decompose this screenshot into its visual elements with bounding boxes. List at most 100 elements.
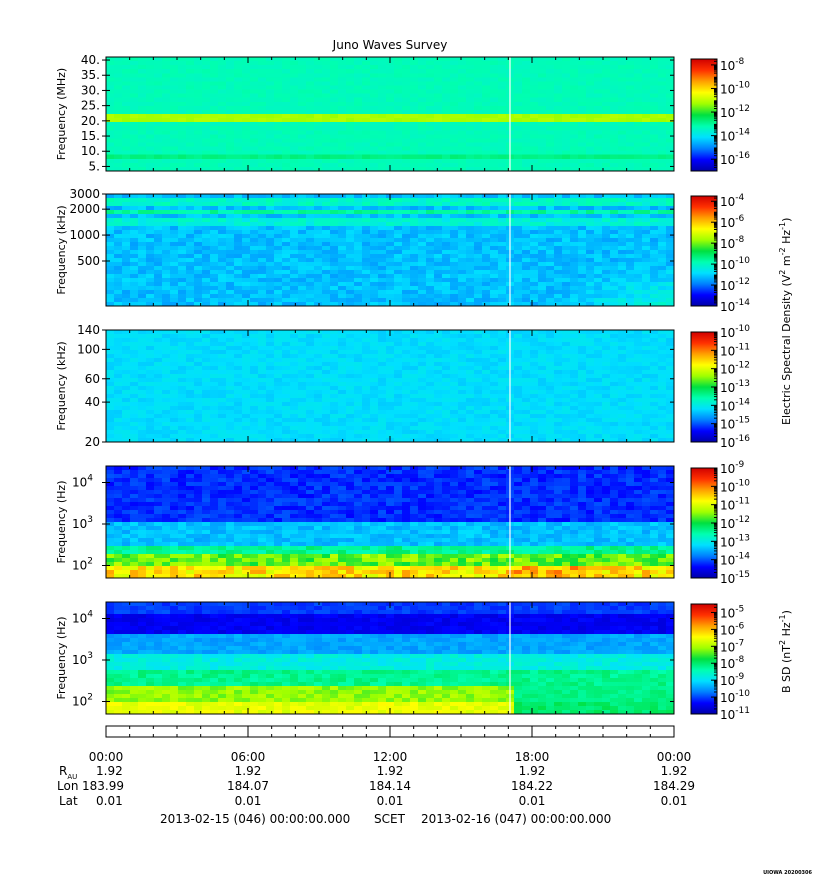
spectrogram-cell xyxy=(138,378,147,383)
spectrogram-cell xyxy=(666,81,675,87)
spectrogram-cell xyxy=(330,206,339,211)
spectrogram-cell xyxy=(154,266,163,271)
spectrogram-cell xyxy=(458,77,467,83)
spectrogram-cell xyxy=(426,362,435,367)
spectrogram-cell xyxy=(154,262,163,267)
spectrogram-cell xyxy=(434,234,443,239)
spectrogram-cell xyxy=(458,350,467,355)
spectrogram-cell xyxy=(186,81,195,87)
spectrogram-cell xyxy=(554,214,563,219)
spectrogram-cell xyxy=(338,210,347,215)
spectrogram-cell xyxy=(426,222,435,227)
spectrogram-cell xyxy=(378,226,387,231)
spectrogram-cell xyxy=(618,222,627,227)
spectrogram-cell xyxy=(370,270,379,275)
spectrogram-cell xyxy=(282,242,291,247)
spectrogram-cell xyxy=(338,109,347,115)
spectrogram-cell xyxy=(410,150,419,156)
spectrogram-cell xyxy=(642,366,651,371)
spectrogram-cell xyxy=(298,266,307,271)
spectrogram-cell xyxy=(490,254,499,259)
spectrogram-cell xyxy=(634,122,643,127)
spectrogram-cell xyxy=(130,274,139,279)
spectrogram-cell xyxy=(346,330,355,335)
spectrogram-cell xyxy=(186,258,195,263)
spectrogram-cell xyxy=(586,93,595,99)
spectrogram-cell xyxy=(570,93,579,99)
spectrogram-cell xyxy=(626,134,635,140)
spectrogram-cell xyxy=(130,378,139,383)
spectrogram-cell xyxy=(586,374,595,379)
spectrogram-cell xyxy=(474,89,483,95)
spectrogram-cell xyxy=(554,81,563,87)
spectrogram-cell xyxy=(658,294,667,299)
spectrogram-cell xyxy=(522,262,531,267)
spectrogram-cell xyxy=(602,210,611,215)
spectrogram-cell xyxy=(602,73,611,78)
spectrogram-cell xyxy=(474,294,483,299)
spectrogram-cell xyxy=(626,374,635,379)
spectrogram-cell xyxy=(202,334,211,339)
spectrogram-cell xyxy=(554,370,563,375)
spectrogram-cell xyxy=(562,246,571,251)
spectrogram-cell xyxy=(370,130,379,135)
spectrogram-cell xyxy=(386,278,395,283)
spectrogram-cell xyxy=(306,238,315,243)
spectrogram-cell xyxy=(458,65,467,70)
spectrogram-cell xyxy=(426,61,435,66)
spectrogram-cell xyxy=(330,262,339,267)
spectrogram-cell xyxy=(514,154,523,160)
spectrogram-cell xyxy=(450,166,459,172)
spectrogram-cell xyxy=(202,146,211,152)
spectrogram-cell xyxy=(650,101,659,107)
spectrogram-cell xyxy=(402,134,411,140)
spectrogram-cell xyxy=(250,286,259,291)
spectrogram-cell xyxy=(138,218,147,223)
spectrogram-cell xyxy=(522,93,531,99)
spectrogram-cell xyxy=(490,198,499,203)
spectrogram-cell xyxy=(146,330,155,335)
spectrogram-cell xyxy=(530,354,539,359)
spectrogram-cell xyxy=(554,166,563,172)
spectrogram-cell xyxy=(522,166,531,172)
spectrogram-cell xyxy=(450,109,459,115)
spectrogram-cell xyxy=(290,230,299,235)
spectrogram-cell xyxy=(466,298,475,303)
spectrogram-cell xyxy=(234,122,243,127)
spectrogram-cell xyxy=(106,226,115,231)
spectrogram-cell xyxy=(218,162,227,168)
spectrogram-cell xyxy=(122,73,131,78)
spectrogram-cell xyxy=(226,69,235,74)
spectrogram-cell xyxy=(330,250,339,255)
spectrogram-cell xyxy=(114,69,123,74)
spectrogram-cell xyxy=(306,150,315,156)
spectrogram-cell xyxy=(450,77,459,83)
spectrogram-cell xyxy=(570,138,579,144)
spectrogram-cell xyxy=(234,162,243,168)
spectrogram-cell xyxy=(626,226,635,231)
spectrogram-cell xyxy=(482,206,491,211)
spectrogram-cell xyxy=(562,346,571,351)
spectrogram-cell xyxy=(226,142,235,148)
spectrogram-cell xyxy=(242,105,251,111)
spectrogram-cell xyxy=(306,294,315,299)
spectrogram-cell xyxy=(130,230,139,235)
spectrogram-cell xyxy=(426,194,435,199)
spectrogram-cell xyxy=(306,262,315,267)
spectrogram-cell xyxy=(546,93,555,99)
spectrogram-cell xyxy=(522,282,531,287)
spectrogram-cell xyxy=(634,350,643,355)
spectrogram-cell xyxy=(314,202,323,207)
spectrogram-cell xyxy=(570,206,579,211)
spectrogram-cell xyxy=(242,210,251,215)
spectrogram-cell xyxy=(530,101,539,107)
spectrogram-cell xyxy=(650,81,659,87)
spectrogram-cell xyxy=(202,73,211,78)
spectrogram-cell xyxy=(402,298,411,303)
spectrogram-cell xyxy=(618,354,627,359)
spectrogram-cell xyxy=(642,57,651,62)
spectrogram-cell xyxy=(314,122,323,127)
spectrogram-cell xyxy=(346,130,355,135)
spectrogram-cell xyxy=(522,302,531,307)
spectrogram-cell xyxy=(658,262,667,267)
